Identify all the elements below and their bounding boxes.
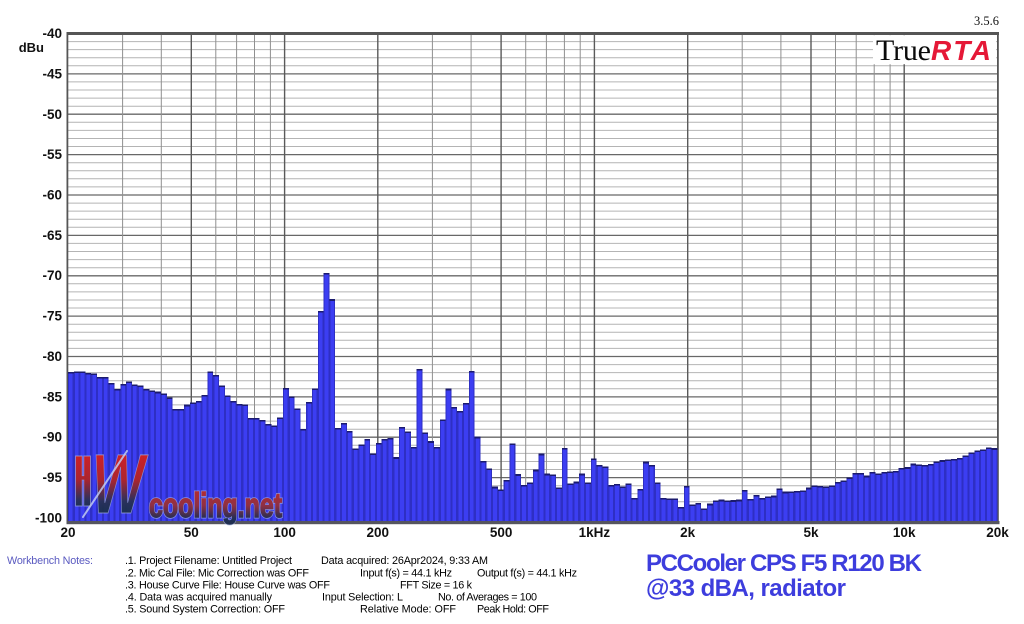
svg-text:-55: -55 — [42, 147, 62, 162]
svg-text:5k: 5k — [803, 525, 819, 540]
svg-text:RTA: RTA — [931, 35, 991, 66]
svg-text:-45: -45 — [42, 66, 62, 81]
svg-text:Data acquired: 26Apr2024, 9:33: Data acquired: 26Apr2024, 9:33 AM — [321, 555, 488, 567]
svg-text:-85: -85 — [42, 389, 62, 404]
svg-text:-100: -100 — [35, 511, 62, 526]
svg-text:20: 20 — [60, 525, 75, 540]
svg-text:-65: -65 — [42, 228, 62, 243]
svg-text:-95: -95 — [42, 470, 62, 485]
svg-text:FFT Size = 16 k: FFT Size = 16 k — [400, 579, 473, 591]
svg-text:cooling.net: cooling.net — [149, 487, 282, 525]
svg-text:.3. House Curve File: House Cu: .3. House Curve File: House Curve was OF… — [125, 579, 330, 591]
svg-text:1kHz: 1kHz — [579, 525, 611, 540]
svg-text:-50: -50 — [42, 107, 62, 122]
svg-text:True: True — [876, 34, 931, 67]
svg-text:-75: -75 — [42, 309, 62, 324]
svg-text:-70: -70 — [42, 268, 62, 283]
svg-text:Workbench Notes:: Workbench Notes: — [7, 555, 93, 567]
svg-text:-90: -90 — [42, 430, 62, 445]
svg-text:Input f(s) = 44.1 kHz: Input f(s) = 44.1 kHz — [360, 567, 452, 579]
svg-text:-40: -40 — [42, 26, 62, 41]
svg-text:Peak Hold: OFF: Peak Hold: OFF — [477, 604, 549, 616]
svg-text:Input Selection: L: Input Selection: L — [322, 592, 403, 604]
svg-text:500: 500 — [490, 525, 513, 540]
svg-text:50: 50 — [184, 525, 199, 540]
svg-text:.5. Sound System Correction: O: .5. Sound System Correction: OFF — [125, 604, 285, 616]
svg-text:W: W — [92, 439, 149, 532]
svg-text:10k: 10k — [893, 525, 916, 540]
svg-text:No. of Averages = 100: No. of Averages = 100 — [438, 592, 537, 604]
svg-text:Output f(s) = 44.1 kHz: Output f(s) = 44.1 kHz — [477, 567, 577, 579]
svg-text:3.5.6: 3.5.6 — [974, 14, 999, 28]
svg-text:.1. Project Filename: Untitled: .1. Project Filename: Untitled Project — [125, 555, 292, 567]
svg-text:200: 200 — [367, 525, 390, 540]
svg-text:cooling.net: cooling.net — [149, 487, 282, 525]
svg-text:dBu: dBu — [19, 40, 44, 55]
svg-text:100: 100 — [273, 525, 296, 540]
svg-text:.4. Data was acquired manually: .4. Data was acquired manually — [125, 592, 273, 604]
svg-text:20k: 20k — [986, 525, 1009, 540]
svg-text:@33 dBA, radiator: @33 dBA, radiator — [646, 575, 846, 602]
svg-text:Relative Mode: OFF: Relative Mode: OFF — [360, 604, 456, 616]
svg-text:PCCooler CPS F5 R120 BK: PCCooler CPS F5 R120 BK — [646, 550, 923, 577]
svg-text:-60: -60 — [42, 188, 62, 203]
svg-text:.2. Mic Cal File: Mic Correcti: .2. Mic Cal File: Mic Correction was OFF — [125, 567, 309, 579]
svg-text:-80: -80 — [42, 349, 62, 364]
svg-text:2k: 2k — [680, 525, 696, 540]
